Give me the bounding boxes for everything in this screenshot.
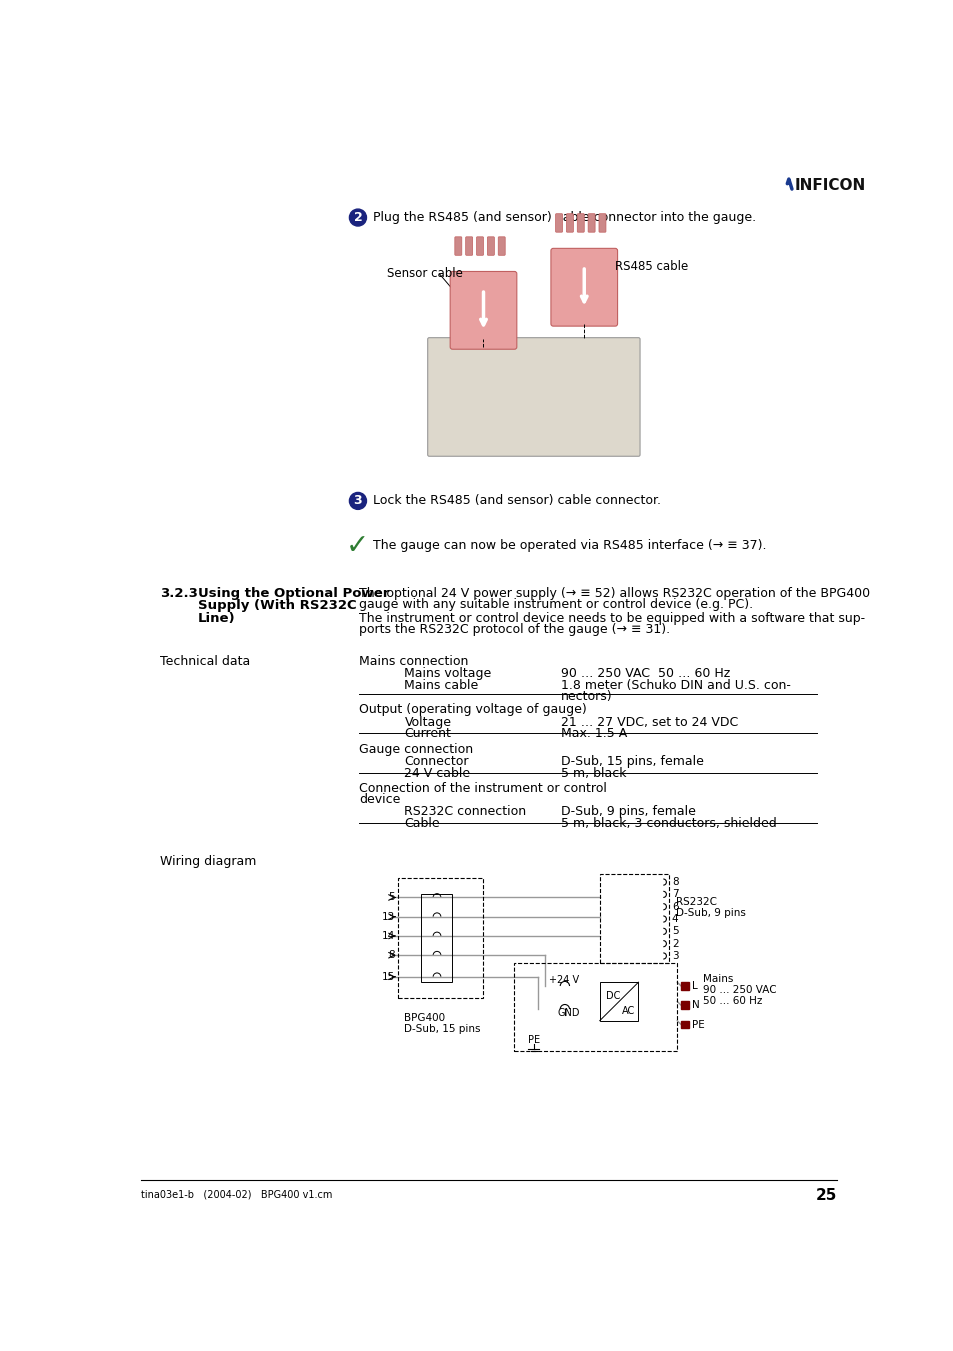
Text: Max. 1.5 A: Max. 1.5 A xyxy=(560,727,626,740)
Text: BPG400: BPG400 xyxy=(404,1013,445,1023)
Text: 3: 3 xyxy=(354,494,362,508)
Text: PE: PE xyxy=(527,1035,539,1044)
Text: The optional 24 V power supply (→ ≡ 52) allows RS232C operation of the BPG400: The optional 24 V power supply (→ ≡ 52) … xyxy=(359,588,870,600)
FancyBboxPatch shape xyxy=(497,236,505,255)
Text: 5 m, black, 3 conductors, shielded: 5 m, black, 3 conductors, shielded xyxy=(560,816,776,830)
Text: 90 … 250 VAC  50 … 60 Hz: 90 … 250 VAC 50 … 60 Hz xyxy=(560,667,729,681)
Text: 5: 5 xyxy=(671,927,678,936)
Text: Cable: Cable xyxy=(404,816,439,830)
FancyBboxPatch shape xyxy=(587,213,595,232)
Text: 2: 2 xyxy=(671,939,678,948)
Text: N: N xyxy=(691,1000,699,1011)
Text: Lock the RS485 (and sensor) cable connector.: Lock the RS485 (and sensor) cable connec… xyxy=(373,494,660,508)
Text: 21 … 27 VDC, set to 24 VDC: 21 … 27 VDC, set to 24 VDC xyxy=(560,716,738,728)
Text: device: device xyxy=(359,793,400,805)
Text: D-Sub, 9 pins: D-Sub, 9 pins xyxy=(675,908,745,919)
Text: INFICON: INFICON xyxy=(794,178,865,193)
Text: D-Sub, 15 pins: D-Sub, 15 pins xyxy=(404,1024,480,1034)
Text: 3: 3 xyxy=(671,951,678,961)
FancyBboxPatch shape xyxy=(577,213,583,232)
Bar xyxy=(599,874,669,963)
Bar xyxy=(599,982,638,1020)
Text: RS485 cable: RS485 cable xyxy=(615,259,688,273)
Text: +24 V: +24 V xyxy=(549,975,578,985)
FancyBboxPatch shape xyxy=(487,236,494,255)
Text: The gauge can now be operated via RS485 interface (→ ≡ 37).: The gauge can now be operated via RS485 … xyxy=(373,539,766,553)
Text: 8: 8 xyxy=(388,950,395,961)
Text: Technical data: Technical data xyxy=(160,655,251,667)
Text: Mains connection: Mains connection xyxy=(359,655,468,667)
Text: GND: GND xyxy=(557,1008,579,1017)
Text: D-Sub, 9 pins, female: D-Sub, 9 pins, female xyxy=(560,805,695,819)
Text: Connector: Connector xyxy=(404,755,469,767)
Text: 50 ... 60 Hz: 50 ... 60 Hz xyxy=(702,996,761,1006)
Text: 3.2.3: 3.2.3 xyxy=(160,588,198,600)
Text: Mains: Mains xyxy=(702,974,733,985)
Text: 8: 8 xyxy=(671,877,678,888)
Text: Output (operating voltage of gauge): Output (operating voltage of gauge) xyxy=(359,704,587,716)
Text: 5 m, black: 5 m, black xyxy=(560,766,626,780)
Text: 15: 15 xyxy=(381,971,395,982)
Text: nectors): nectors) xyxy=(560,689,612,703)
Text: L: L xyxy=(691,981,697,992)
Bar xyxy=(514,963,677,1051)
Text: Sensor cable: Sensor cable xyxy=(386,267,462,280)
Text: Supply (With RS232C: Supply (With RS232C xyxy=(197,600,355,612)
Text: RS232C connection: RS232C connection xyxy=(404,805,526,819)
Text: ✓: ✓ xyxy=(346,531,369,559)
Text: ports the RS232C protocol of the gauge (→ ≡ 31).: ports the RS232C protocol of the gauge (… xyxy=(359,623,670,635)
Text: 90 ... 250 VAC: 90 ... 250 VAC xyxy=(702,985,776,996)
Text: 13: 13 xyxy=(381,912,395,921)
Text: Mains cable: Mains cable xyxy=(404,678,478,692)
Bar xyxy=(680,1020,688,1028)
Text: Voltage: Voltage xyxy=(404,716,451,728)
Text: 14: 14 xyxy=(381,931,395,940)
Text: AC: AC xyxy=(620,1006,634,1016)
Text: Gauge connection: Gauge connection xyxy=(359,743,473,755)
Text: 25: 25 xyxy=(815,1188,836,1202)
Text: The instrument or control device needs to be equipped with a software that sup-: The instrument or control device needs t… xyxy=(359,612,864,624)
Text: Using the Optional Power: Using the Optional Power xyxy=(197,588,389,600)
FancyBboxPatch shape xyxy=(476,236,483,255)
Text: Plug the RS485 (and sensor) cable connector into the gauge.: Plug the RS485 (and sensor) cable connec… xyxy=(373,211,756,224)
Bar xyxy=(680,982,688,990)
Text: RS232C: RS232C xyxy=(675,897,716,908)
Text: 7: 7 xyxy=(671,889,678,900)
Text: 24 V cable: 24 V cable xyxy=(404,766,470,780)
FancyBboxPatch shape xyxy=(598,213,605,232)
Text: 5: 5 xyxy=(388,893,395,902)
FancyBboxPatch shape xyxy=(566,213,573,232)
Text: 6: 6 xyxy=(671,901,678,912)
Text: DC: DC xyxy=(605,992,619,1001)
FancyBboxPatch shape xyxy=(550,249,617,326)
Text: Line): Line) xyxy=(197,612,234,624)
Text: 4: 4 xyxy=(671,915,678,924)
Text: 1.8 meter (Schuko DIN and U.S. con-: 1.8 meter (Schuko DIN and U.S. con- xyxy=(560,678,790,692)
Bar xyxy=(680,1001,688,1009)
FancyBboxPatch shape xyxy=(465,236,472,255)
Text: Wiring diagram: Wiring diagram xyxy=(160,855,256,869)
Bar xyxy=(397,878,483,997)
FancyBboxPatch shape xyxy=(427,338,639,457)
FancyBboxPatch shape xyxy=(555,213,562,232)
Text: gauge with any suitable instrument or control device (e.g. PC).: gauge with any suitable instrument or co… xyxy=(359,598,753,611)
Text: Current: Current xyxy=(404,727,451,740)
Text: Mains voltage: Mains voltage xyxy=(404,667,491,681)
FancyBboxPatch shape xyxy=(455,236,461,255)
Text: PE: PE xyxy=(691,1020,704,1029)
Bar xyxy=(421,893,452,982)
Text: Connection of the instrument or control: Connection of the instrument or control xyxy=(359,782,607,794)
Text: 2: 2 xyxy=(354,211,362,224)
Text: D-Sub, 15 pins, female: D-Sub, 15 pins, female xyxy=(560,755,703,767)
Text: tina03e1-b   (2004-02)   BPG400 v1.cm: tina03e1-b (2004-02) BPG400 v1.cm xyxy=(141,1189,332,1200)
Circle shape xyxy=(349,493,366,509)
FancyBboxPatch shape xyxy=(450,272,517,349)
Circle shape xyxy=(349,209,366,226)
